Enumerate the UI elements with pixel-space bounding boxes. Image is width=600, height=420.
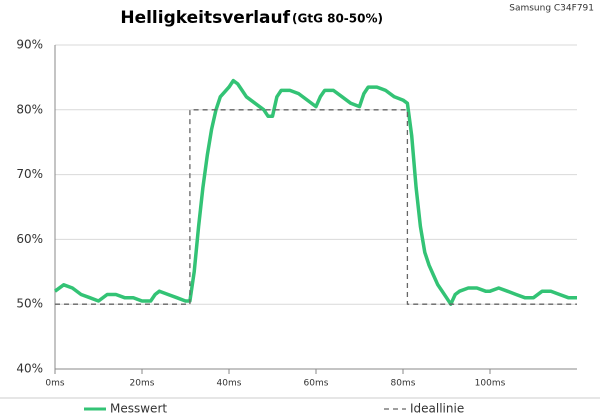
x-tick-label: 100ms xyxy=(475,379,506,389)
device-note: Samsung C34F791 xyxy=(509,4,594,14)
x-tick-label: 20ms xyxy=(130,379,155,389)
y-tick-label: 80% xyxy=(16,102,43,116)
y-tick-label: 70% xyxy=(16,167,43,181)
series-line xyxy=(55,109,577,305)
y-tick-label: 50% xyxy=(16,297,43,311)
y-tick-label: 40% xyxy=(16,362,43,376)
chart-subtitle: (GtG 80-50%) xyxy=(292,12,383,26)
y-tick-label: 90% xyxy=(16,38,43,52)
legend-label: Ideallinie xyxy=(410,402,464,416)
chart-title: Helligkeitsverlauf xyxy=(120,8,290,28)
x-tick-label: 0ms xyxy=(45,379,64,389)
x-tick-label: 60ms xyxy=(304,379,329,389)
series-line xyxy=(53,78,577,306)
x-tick-label: 80ms xyxy=(391,379,416,389)
x-tick-label: 40ms xyxy=(217,379,242,389)
legend-label: Messwert xyxy=(110,402,167,416)
y-tick-label: 60% xyxy=(16,232,43,246)
